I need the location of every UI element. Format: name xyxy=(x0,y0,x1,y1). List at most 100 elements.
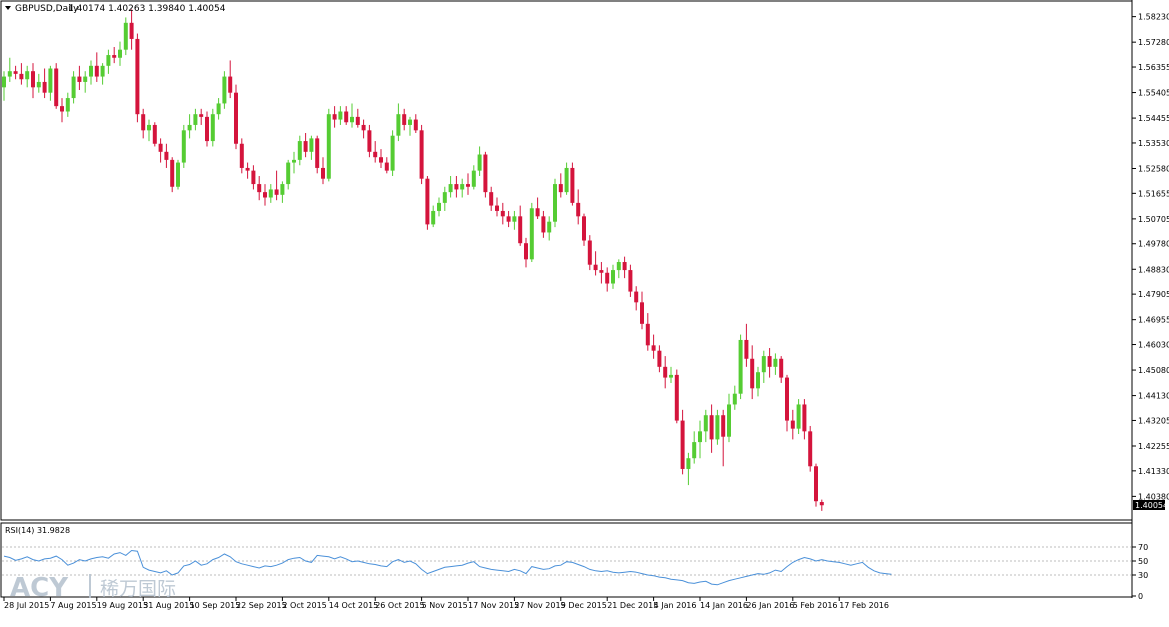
rsi-line xyxy=(3,549,892,586)
price-axis-label: 1.58230 xyxy=(1138,13,1169,22)
candle xyxy=(442,186,447,211)
candle xyxy=(89,60,93,85)
candle xyxy=(152,122,157,147)
candle-body xyxy=(7,71,12,77)
candle-body xyxy=(448,184,453,193)
candle-body xyxy=(773,358,778,367)
price-axis-label: 1.51655 xyxy=(1138,189,1169,198)
candle-body xyxy=(147,124,151,131)
dropdown-triangle-icon[interactable] xyxy=(5,6,11,10)
candle xyxy=(234,84,238,150)
candle-body xyxy=(698,431,702,443)
candle xyxy=(210,108,215,147)
candle xyxy=(425,176,430,230)
candle xyxy=(547,216,552,241)
candle-body xyxy=(100,65,105,77)
candle xyxy=(524,237,528,268)
date-axis-label: 26 Jan 2016 xyxy=(746,601,794,610)
candle-body xyxy=(489,192,494,206)
candle xyxy=(123,17,128,56)
candle xyxy=(506,210,511,228)
candle-body xyxy=(239,143,244,168)
date-axis-label: 5 Nov 2015 xyxy=(422,601,468,610)
candle-body xyxy=(216,103,221,115)
candle xyxy=(558,173,563,198)
candle-body xyxy=(437,202,441,211)
candle xyxy=(7,57,12,82)
candle-body xyxy=(234,92,238,144)
candle xyxy=(663,356,668,389)
candle xyxy=(489,186,494,211)
price-pane[interactable] xyxy=(0,0,1133,521)
candle-body xyxy=(379,157,383,163)
candle-body xyxy=(350,116,354,123)
rsi-axis-label: 70 xyxy=(1138,543,1148,552)
candle-body xyxy=(303,141,308,152)
candle-body xyxy=(524,243,528,260)
candle-body xyxy=(651,345,656,351)
candle-body xyxy=(36,81,41,88)
candle-body xyxy=(135,38,140,115)
candle-body xyxy=(761,356,766,373)
candle-body xyxy=(495,205,499,211)
candle xyxy=(60,98,64,123)
candle xyxy=(321,157,325,185)
date-axis-label: 5 Feb 2016 xyxy=(793,601,838,610)
candle xyxy=(611,264,615,289)
candle xyxy=(564,162,569,195)
candle-body xyxy=(123,22,128,50)
candle xyxy=(309,135,314,160)
date-axis-label: 14 Oct 2015 xyxy=(329,601,378,610)
candle xyxy=(419,124,424,185)
candle-body xyxy=(692,442,697,459)
candle-body xyxy=(466,184,470,187)
price-axis: 1.58230 1.57280 1.56355 1.55405 1.54455 1.535… xyxy=(1132,13,1169,501)
candle xyxy=(42,68,47,99)
candle xyxy=(83,71,88,93)
candle-body xyxy=(518,216,523,244)
candle xyxy=(431,205,436,228)
candle-body xyxy=(390,135,395,171)
candle-body xyxy=(297,141,302,160)
candle-body xyxy=(663,366,668,378)
candle-body xyxy=(286,162,291,185)
candle-body xyxy=(210,114,215,142)
candle xyxy=(495,197,499,217)
candle xyxy=(477,146,482,177)
candle xyxy=(390,130,395,177)
symbol-label: GBPUSD,Daily xyxy=(15,4,79,14)
candle xyxy=(118,41,122,66)
candle xyxy=(263,184,267,206)
candle xyxy=(280,181,285,203)
candle-body xyxy=(60,106,64,112)
date-axis-label: 19 Aug 2015 xyxy=(97,601,148,610)
candle xyxy=(628,264,633,297)
candle-body xyxy=(640,302,644,324)
candle xyxy=(674,369,679,424)
candle xyxy=(541,210,546,238)
candle xyxy=(750,345,755,400)
candle xyxy=(460,178,465,198)
candle xyxy=(698,420,702,459)
candle xyxy=(36,73,41,93)
candle xyxy=(2,71,6,101)
candle xyxy=(141,108,146,139)
candle xyxy=(471,165,476,190)
candle xyxy=(796,399,801,435)
date-axis-label: 10 Sep 2015 xyxy=(190,601,241,610)
date-axis-label: 21 Dec 2015 xyxy=(607,601,658,610)
candle-body xyxy=(460,184,465,190)
candle-body xyxy=(425,178,430,225)
candle xyxy=(199,108,204,125)
candle-body xyxy=(703,415,708,432)
candle-body xyxy=(634,291,639,303)
candle xyxy=(94,52,99,82)
rsi-pane[interactable] xyxy=(0,522,1133,598)
candle xyxy=(582,213,586,246)
candle xyxy=(147,119,151,142)
current-price-tag xyxy=(1133,500,1165,510)
price-axis-label: 1.55405 xyxy=(1138,89,1169,98)
candle-body xyxy=(129,22,134,39)
candle-body xyxy=(332,114,337,120)
